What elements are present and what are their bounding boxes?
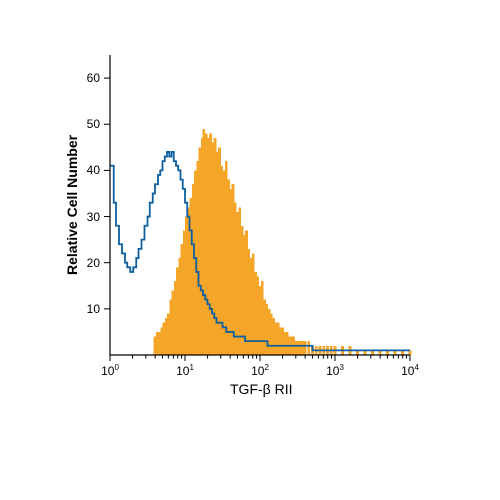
x-tick-label: 100 [101,363,119,378]
figure-stage: 100 101 102 103 104 10 20 30 40 50 60 TGF-β RII R… [0,0,500,500]
x-axis-title: TGF-β RII [230,381,293,397]
y-axis-title: Relative Cell Number [64,135,80,275]
x-tick-label: 103 [326,363,344,378]
x-tick-label: 102 [251,363,269,378]
y-tick-label: 60 [80,71,100,85]
plot-area [110,55,410,355]
y-tick-label: 30 [80,210,100,224]
y-tick-label: 20 [80,256,100,270]
y-tick-label: 50 [80,117,100,131]
x-tick-label: 101 [176,363,194,378]
x-tick-label: 104 [401,363,419,378]
y-tick-label: 40 [80,163,100,177]
y-tick-label: 10 [80,302,100,316]
plot-svg [110,55,410,355]
